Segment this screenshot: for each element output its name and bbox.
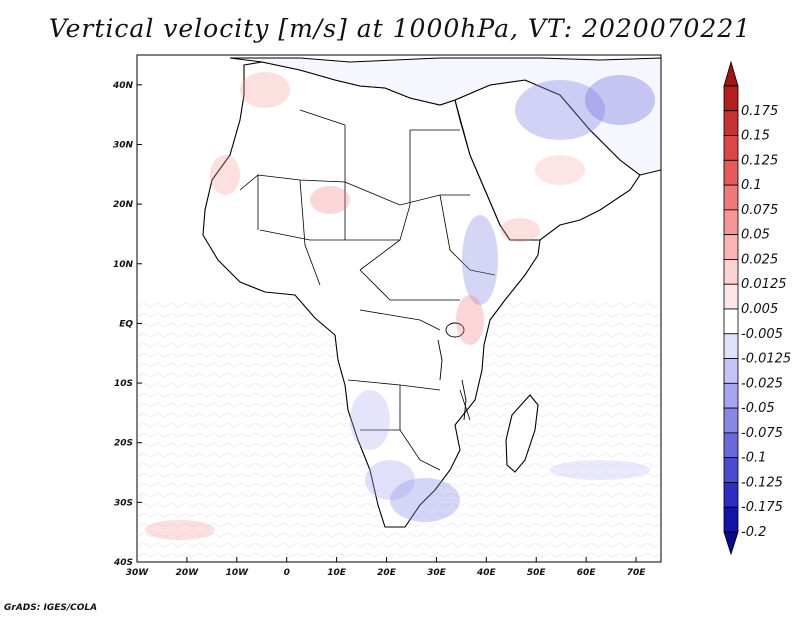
x-tick-label: 10E [327,568,347,578]
y-tick-label: 40S [113,558,133,568]
y-tick-label: 30S [114,498,133,508]
colorbar-label: -0.075 [741,426,783,441]
colorbar-swatch [723,184,739,211]
colorbar-label: 0.15 [741,129,770,144]
colorbar-label: -0.05 [741,401,775,416]
country-borders [239,109,496,471]
colorbar-swatch [723,358,739,384]
x-tick-label: 20W [176,568,200,578]
y-tick-label: EQ [119,319,133,329]
madagascar-coastline [505,394,539,473]
colorbar-swatch [723,382,739,409]
colorbar-swatch [723,432,739,459]
x-tick-label: 30W [126,568,150,578]
axis-ticks: 30W 20W 10W 0 10E 20E 30E 40E 50E 60E 70E 40N 30N 20N… [112,81,646,578]
colorbar-swatch [723,457,739,483]
colorbar-swatch [723,234,739,260]
plot-border [136,54,662,563]
y-tick-label: 20N [113,200,134,210]
colorbar-swatch [723,110,739,136]
colorbar-label: -0.025 [741,376,783,391]
colorbar-swatch [723,159,739,186]
colorbar-label: 0.1 [741,178,762,193]
colorbar-swatch [723,506,739,533]
x-tick-label: 70E [627,568,647,578]
colorbar-label: 0.125 [741,153,778,168]
colorbar-bottom-arrow [723,531,739,556]
colorbar-label: 0.075 [741,203,778,218]
colorbar-swatch [723,85,739,112]
colorbar-swatch [723,283,739,310]
colorbar-swatch [723,259,739,285]
x-tick-label: 20E [377,568,397,578]
grads-credit: GrADS: IGES/COLA [4,603,98,613]
eurasia-coastline [229,57,661,176]
x-tick-label: 30E [427,568,447,578]
x-tick-label: 50E [527,568,547,578]
great-lakes [437,322,467,421]
colorbar-swatch [723,308,739,335]
colorbar-label: -0.0125 [741,352,791,367]
velocity-field [145,72,655,540]
colorbar: 0.175 0.15 0.125 0.1 0.075 0.05 0.025 0.0125 0.0… [723,60,791,556]
y-tick-label: 30N [113,140,134,150]
colorbar-label: 0.05 [741,228,770,243]
colorbar-label: -0.175 [741,500,783,515]
colorbar-label: 0.0125 [741,277,787,292]
x-tick-label: 60E [577,568,597,578]
y-tick-label: 10S [114,379,133,389]
colorbar-label: 0.175 [741,104,778,119]
colorbar-label: -0.005 [741,327,783,342]
colorbar-swatch [723,482,739,508]
colorbar-swatch [723,209,739,236]
map-title: Vertical velocity [m/s] at 1000hPa, VT: … [48,14,752,43]
colorbar-label: -0.1 [741,451,766,466]
colorbar-label: 0.025 [741,252,778,267]
y-tick-label: 40N [112,81,134,91]
colorbar-swatch [723,333,739,359]
y-tick-label: 20S [114,439,133,449]
colorbar-label: 0.005 [741,302,778,317]
x-tick-label: 40E [476,568,497,578]
y-tick-label: 10N [113,260,134,270]
x-tick-label: 10W [226,568,250,578]
colorbar-swatch [723,407,739,434]
colorbar-top-arrow [723,60,739,87]
colorbar-label: -0.2 [741,525,766,540]
x-tick-label: 0 [284,568,290,578]
colorbar-label: -0.125 [741,475,783,490]
colorbar-swatch [723,135,739,161]
